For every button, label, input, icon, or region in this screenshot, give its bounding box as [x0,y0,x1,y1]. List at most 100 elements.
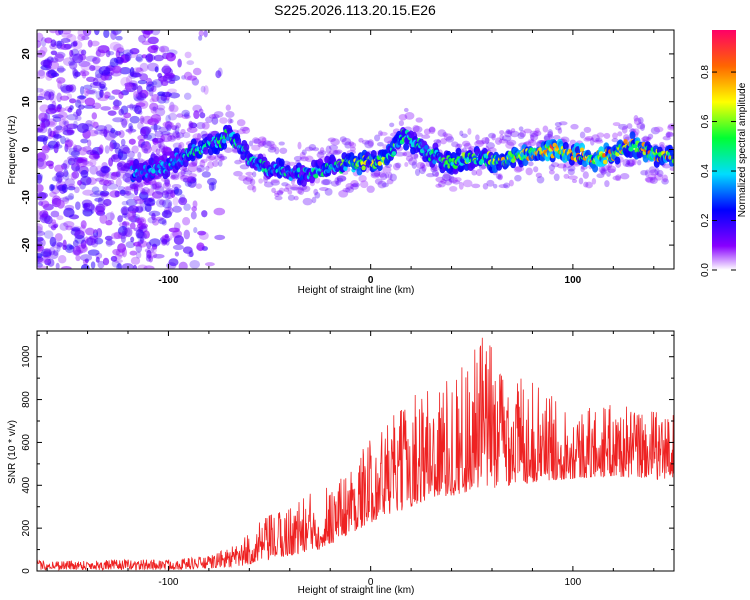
heatmap-cell [89,158,97,167]
snr-y-axis-label: SNR (10 * v/v) [7,420,18,484]
heatmap-cell [448,176,458,184]
heatmap-cell [75,115,82,121]
heatmap-cell [37,230,46,237]
heatmap-cell [536,176,545,184]
heatmap-cell [428,126,436,134]
heatmap-cell [614,156,621,165]
heatmap-cell [138,100,149,109]
heatmap-cell [94,197,103,202]
heatmap-cell [169,135,176,140]
heatmap-cell [117,232,128,240]
heatmap-cell [462,140,471,147]
heatmap-cell [606,171,611,177]
y-tick-label: 600 [21,434,32,451]
heatmap-cell [273,190,284,195]
heatmap-cell [95,90,103,100]
heatmap-cell [426,172,435,178]
heatmap-cell [104,94,110,100]
heatmap-cell [68,192,75,200]
heatmap-cell [55,171,65,178]
heatmap-cell [467,128,472,135]
heatmap-cell [145,54,156,62]
heatmap-cell [234,159,242,165]
heatmap-cell [392,162,401,171]
heatmap-cell [279,147,288,154]
heatmap-cell [443,133,453,141]
heatmap-cell [304,146,314,152]
heatmap-cell [215,70,222,79]
heatmap-cell [121,118,128,128]
heatmap-cell [612,175,621,181]
heatmap-cell [37,223,43,232]
heatmap-cell [498,184,509,189]
heatmap-cell [98,144,104,155]
heatmap-cell [51,100,57,111]
heatmap-cell [647,133,654,140]
heatmap-cell [191,206,198,212]
heatmap-cell [296,186,303,194]
heatmap-cell [440,179,447,184]
heatmap-cell [114,130,122,136]
heatmap-cell [59,95,70,101]
heatmap-cell [80,169,89,178]
heatmap-cell [182,216,191,226]
heatmap-cell [201,122,210,130]
heatmap-cell [37,245,45,252]
heatmap-cell [129,250,138,256]
heatmap-cell [139,191,149,200]
heatmap-cell [172,142,182,149]
heatmap-cell [68,183,76,189]
heatmap-cell [621,125,628,134]
heatmap-cell [151,85,157,93]
heatmap-cell [112,99,122,107]
heatmap-cell [178,261,188,269]
heatmap-cell [82,189,94,196]
heatmap-cell [141,30,153,35]
heatmap-cell [80,176,92,186]
colorbar-tick-label: 0.6 [700,114,711,128]
heatmap-cell [437,181,446,188]
heatmap-cell [168,258,179,267]
heatmap-cell [607,165,617,174]
heatmap-cell [129,182,136,190]
heatmap-cell [192,176,197,182]
heatmap-cell [112,65,122,74]
heatmap-cell [130,184,139,192]
heatmap-cell [62,120,67,125]
heatmap-cell [55,125,63,131]
heatmap-cell [102,257,110,266]
heatmap-cell [176,113,184,118]
heatmap-cell [405,155,414,162]
heatmap-cell [190,211,197,220]
heatmap-cell [454,177,462,182]
heatmap-cell [119,66,131,75]
heatmap-cell [251,144,261,151]
heatmap-cell [170,174,176,180]
heatmap-cell [100,192,109,198]
heatmap-cell [72,53,84,64]
heatmap-cell [120,206,129,216]
heatmap-cell [514,174,522,182]
heatmap-cell [181,114,191,120]
heatmap-cell [166,124,172,132]
heatmap-cell [227,117,233,124]
heatmap-cell [322,178,332,186]
heatmap-cell [44,215,53,225]
heatmap-cell [253,138,262,144]
heatmap-cell [129,183,140,189]
heatmap-cell [60,38,71,43]
heatmap-cell [475,168,483,177]
heatmap-cell [533,130,542,137]
heatmap-cell [56,199,65,209]
heatmap-cell [74,234,86,244]
heatmap-cell [320,179,330,186]
heatmap-cell [161,190,170,199]
heatmap-cell [138,138,146,148]
heatmap-cell [205,165,210,172]
heatmap-cell [84,97,96,107]
heatmap-cell [327,137,336,142]
heatmap-cell [56,92,62,103]
heatmap-cell [498,138,509,144]
heatmap-cell [79,85,85,96]
